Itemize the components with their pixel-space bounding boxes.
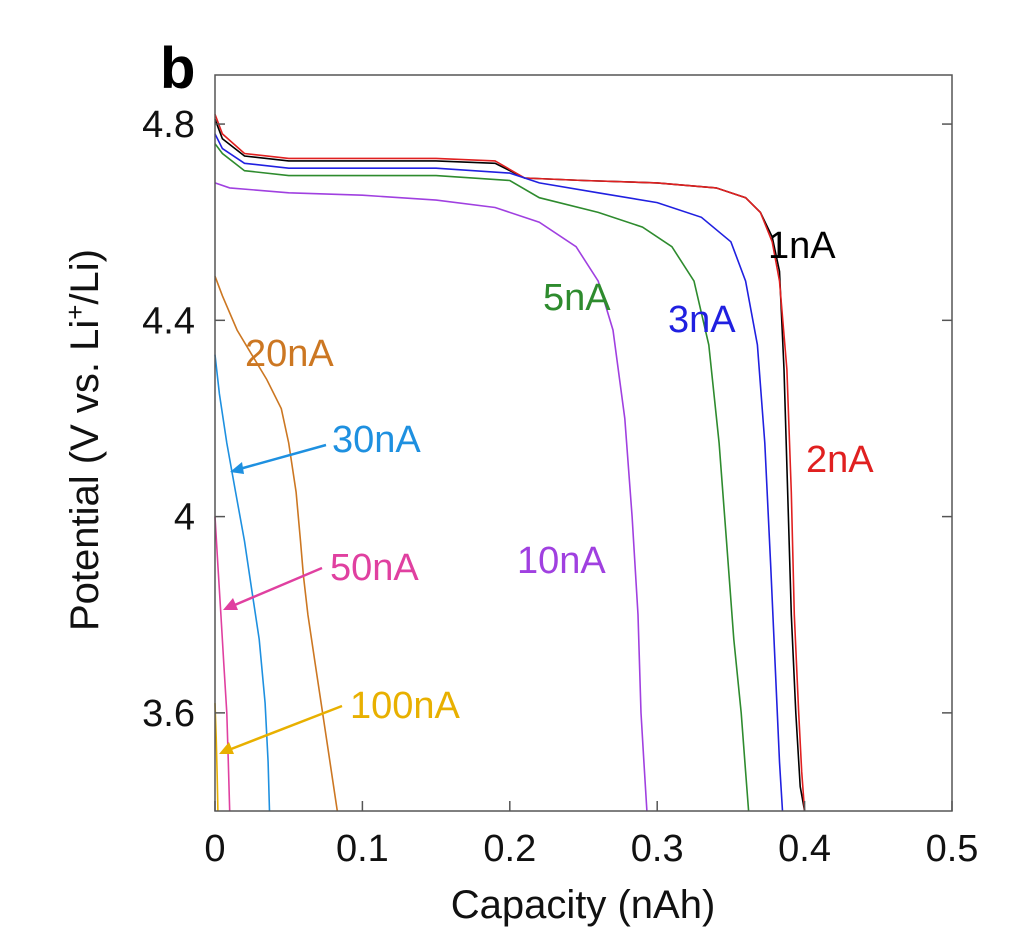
series-layer bbox=[214, 114, 806, 812]
label-100nA: 100nA bbox=[350, 685, 461, 727]
panel-letter: b bbox=[160, 36, 195, 101]
y-axis-title-part2: /Li) bbox=[63, 249, 107, 305]
y-tick-label: 3.6 bbox=[142, 693, 195, 735]
arrow-100nA bbox=[225, 704, 343, 753]
series-line-3nA bbox=[214, 133, 784, 812]
y-axis-title-part1: Potential (V vs. Li bbox=[63, 320, 107, 631]
x-tick-label: 0.2 bbox=[483, 828, 536, 870]
y-tick-label: 4 bbox=[174, 497, 195, 539]
label-10nA: 10nA bbox=[517, 540, 606, 582]
label-3nA: 3nA bbox=[668, 299, 736, 341]
x-tick-label: 0.3 bbox=[631, 828, 684, 870]
y-tick-label: 4.8 bbox=[142, 104, 195, 146]
series-line-50nA bbox=[214, 516, 231, 812]
label-2nA: 2nA bbox=[806, 439, 874, 481]
x-tick-label: 0.1 bbox=[336, 828, 389, 870]
arrowhead-100nA bbox=[219, 742, 234, 754]
y-tick-label: 4.4 bbox=[142, 300, 195, 342]
ticks-layer: 0 0.1 0.2 0.3 0.4 0.5 3.6 4 4.4 4.8 bbox=[142, 104, 978, 870]
plot-frame bbox=[214, 74, 953, 812]
x-tick-label: 0 bbox=[204, 828, 225, 870]
x-axis-title: Capacity (nAh) bbox=[451, 883, 716, 927]
arrowhead-30nA bbox=[230, 462, 244, 474]
label-5nA: 5nA bbox=[543, 277, 611, 319]
label-30nA: 30nA bbox=[332, 419, 421, 461]
series-line-1nA bbox=[214, 118, 806, 812]
label-50nA: 50nA bbox=[330, 547, 419, 589]
label-1nA: 1nA bbox=[768, 225, 836, 267]
y-axis-title: Potential (V vs. Li+/Li) bbox=[60, 249, 107, 631]
x-tick-label: 0.5 bbox=[926, 828, 979, 870]
y-axis-title-superscript: + bbox=[60, 305, 90, 320]
x-tick-label: 0.4 bbox=[778, 828, 831, 870]
series-line-30nA bbox=[214, 354, 271, 812]
label-20nA: 20nA bbox=[245, 333, 334, 375]
series-line-5nA bbox=[214, 143, 750, 812]
arrow-30nA bbox=[235, 443, 327, 472]
arrowhead-50nA bbox=[223, 598, 238, 610]
series-line-10nA bbox=[214, 182, 648, 812]
arrow-50nA bbox=[229, 566, 323, 609]
series-line-2nA bbox=[214, 114, 806, 812]
series-line-20nA bbox=[214, 275, 339, 812]
